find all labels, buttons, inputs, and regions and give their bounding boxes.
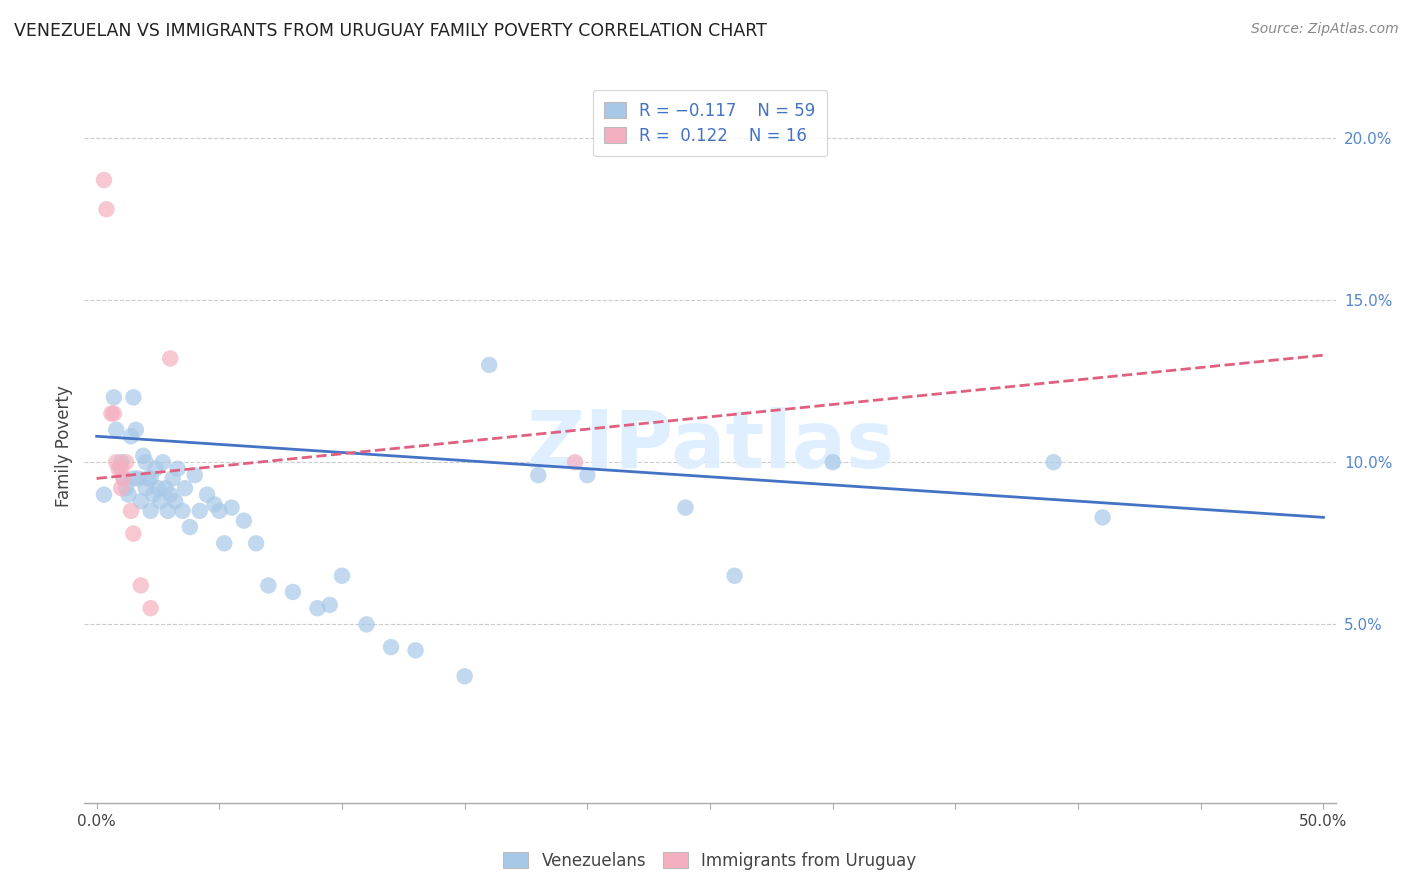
Point bbox=[453, 669, 475, 683]
Point bbox=[221, 500, 243, 515]
Point bbox=[103, 407, 125, 421]
Point bbox=[96, 202, 118, 217]
Point bbox=[139, 601, 162, 615]
Point bbox=[122, 390, 145, 404]
Point bbox=[146, 481, 169, 495]
Point bbox=[174, 481, 197, 495]
Point bbox=[208, 504, 231, 518]
Point bbox=[257, 578, 280, 592]
Point bbox=[145, 461, 167, 475]
Point bbox=[155, 481, 177, 495]
Text: Source: ZipAtlas.com: Source: ZipAtlas.com bbox=[1251, 22, 1399, 37]
Point bbox=[139, 471, 162, 485]
Point bbox=[330, 568, 353, 582]
Point bbox=[380, 640, 402, 654]
Point bbox=[112, 471, 135, 485]
Point bbox=[245, 536, 267, 550]
Point bbox=[527, 468, 550, 483]
Point bbox=[142, 488, 165, 502]
Point bbox=[172, 504, 194, 518]
Point bbox=[195, 488, 218, 502]
Point bbox=[93, 173, 115, 187]
Point bbox=[129, 578, 152, 592]
Point bbox=[478, 358, 501, 372]
Point bbox=[212, 536, 235, 550]
Point bbox=[120, 429, 142, 443]
Point bbox=[105, 455, 128, 469]
Point bbox=[188, 504, 211, 518]
Point bbox=[135, 455, 157, 469]
Point bbox=[139, 504, 162, 518]
Point bbox=[307, 601, 329, 615]
Point bbox=[232, 514, 254, 528]
Point bbox=[125, 423, 148, 437]
Point bbox=[319, 598, 342, 612]
Point bbox=[1042, 455, 1064, 469]
Point bbox=[159, 488, 181, 502]
Point bbox=[112, 471, 135, 485]
Point bbox=[202, 497, 225, 511]
Point bbox=[93, 488, 115, 502]
Point bbox=[162, 471, 184, 485]
Point bbox=[110, 455, 132, 469]
Point bbox=[105, 423, 128, 437]
Point bbox=[132, 449, 155, 463]
Point bbox=[103, 390, 125, 404]
Point bbox=[122, 471, 145, 485]
Point bbox=[159, 351, 181, 366]
Point bbox=[723, 568, 745, 582]
Point bbox=[110, 461, 132, 475]
Point bbox=[405, 643, 427, 657]
Point bbox=[117, 488, 139, 502]
Y-axis label: Family Poverty: Family Poverty bbox=[55, 385, 73, 507]
Point bbox=[152, 455, 174, 469]
Point bbox=[107, 461, 129, 475]
Point bbox=[115, 455, 138, 469]
Point bbox=[281, 585, 304, 599]
Point bbox=[122, 526, 145, 541]
Point bbox=[136, 471, 159, 485]
Point bbox=[1091, 510, 1114, 524]
Point bbox=[156, 504, 179, 518]
Point bbox=[127, 471, 149, 485]
Point bbox=[115, 481, 138, 495]
Point bbox=[576, 468, 599, 483]
Point bbox=[179, 520, 201, 534]
Point bbox=[821, 455, 844, 469]
Point bbox=[149, 494, 172, 508]
Text: ZIPatlas: ZIPatlas bbox=[526, 407, 894, 485]
Legend: Venezuelans, Immigrants from Uruguay: Venezuelans, Immigrants from Uruguay bbox=[496, 846, 924, 877]
Point bbox=[356, 617, 378, 632]
Point bbox=[184, 468, 207, 483]
Point bbox=[129, 494, 152, 508]
Point bbox=[165, 494, 187, 508]
Point bbox=[564, 455, 586, 469]
Point bbox=[135, 481, 157, 495]
Point bbox=[166, 461, 188, 475]
Point bbox=[100, 407, 122, 421]
Point bbox=[120, 504, 142, 518]
Point bbox=[675, 500, 697, 515]
Point bbox=[110, 481, 132, 495]
Text: VENEZUELAN VS IMMIGRANTS FROM URUGUAY FAMILY POVERTY CORRELATION CHART: VENEZUELAN VS IMMIGRANTS FROM URUGUAY FA… bbox=[14, 22, 766, 40]
